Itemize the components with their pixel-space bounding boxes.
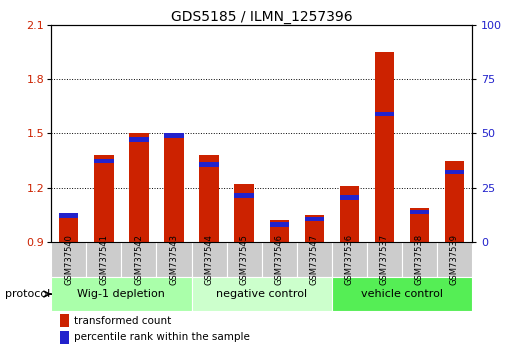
Text: protocol: protocol bbox=[5, 289, 51, 299]
Bar bbox=[374, 112, 394, 116]
Bar bbox=[234, 184, 254, 242]
Bar bbox=[200, 162, 219, 167]
Text: transformed count: transformed count bbox=[74, 316, 172, 326]
Text: negative control: negative control bbox=[216, 289, 307, 299]
Bar bbox=[191, 242, 227, 277]
Bar bbox=[191, 277, 332, 312]
Bar bbox=[332, 242, 367, 277]
Text: percentile rank within the sample: percentile rank within the sample bbox=[74, 332, 250, 342]
Text: GSM737543: GSM737543 bbox=[169, 234, 179, 285]
Bar bbox=[59, 213, 78, 218]
Bar bbox=[437, 242, 472, 277]
Bar bbox=[156, 242, 191, 277]
Bar bbox=[60, 331, 69, 344]
Text: GSM737540: GSM737540 bbox=[64, 234, 73, 285]
Bar bbox=[51, 277, 191, 312]
Bar bbox=[305, 217, 324, 221]
Bar bbox=[332, 277, 472, 312]
Bar bbox=[164, 133, 184, 138]
Bar bbox=[340, 186, 359, 242]
Text: vehicle control: vehicle control bbox=[361, 289, 443, 299]
Text: GSM737547: GSM737547 bbox=[310, 234, 319, 285]
Text: GSM737541: GSM737541 bbox=[100, 234, 108, 285]
Bar bbox=[234, 193, 254, 198]
Bar bbox=[60, 314, 69, 327]
Text: GSM737545: GSM737545 bbox=[240, 234, 249, 285]
Bar bbox=[51, 242, 86, 277]
Bar bbox=[297, 242, 332, 277]
Text: GSM737544: GSM737544 bbox=[205, 234, 213, 285]
Bar bbox=[59, 217, 78, 242]
Bar bbox=[445, 161, 464, 242]
Bar bbox=[200, 155, 219, 242]
Bar bbox=[262, 242, 297, 277]
Bar bbox=[86, 242, 122, 277]
Title: GDS5185 / ILMN_1257396: GDS5185 / ILMN_1257396 bbox=[171, 10, 352, 24]
Text: GSM737542: GSM737542 bbox=[134, 234, 144, 285]
Bar bbox=[410, 208, 429, 242]
Bar bbox=[305, 215, 324, 242]
Bar bbox=[164, 133, 184, 242]
Text: Wig-1 depletion: Wig-1 depletion bbox=[77, 289, 165, 299]
Bar bbox=[340, 195, 359, 200]
Bar bbox=[227, 242, 262, 277]
Text: GSM737537: GSM737537 bbox=[380, 234, 389, 285]
Bar bbox=[445, 170, 464, 174]
Bar bbox=[129, 133, 149, 242]
Bar bbox=[269, 221, 289, 242]
Text: GSM737546: GSM737546 bbox=[274, 234, 284, 285]
Bar bbox=[94, 155, 113, 242]
Text: GSM737538: GSM737538 bbox=[415, 234, 424, 285]
Bar bbox=[367, 242, 402, 277]
Bar bbox=[122, 242, 156, 277]
Bar bbox=[94, 159, 113, 163]
Text: GSM737536: GSM737536 bbox=[345, 234, 354, 285]
Bar bbox=[129, 137, 149, 142]
Bar bbox=[374, 52, 394, 242]
Bar bbox=[402, 242, 437, 277]
Text: GSM737539: GSM737539 bbox=[450, 234, 459, 285]
Bar bbox=[269, 222, 289, 227]
Bar bbox=[410, 210, 429, 214]
